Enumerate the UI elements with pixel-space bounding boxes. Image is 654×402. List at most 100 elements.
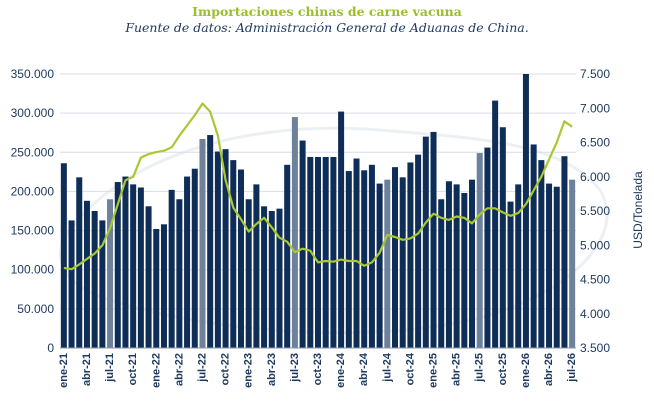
bar — [353, 158, 360, 348]
bar — [253, 184, 260, 348]
x-tick-label: ene-21 — [58, 353, 70, 388]
bar — [68, 220, 75, 348]
chart-title: Importaciones chinas de carne vacuna — [192, 4, 462, 19]
y2-tick-label: 7.500 — [580, 67, 610, 81]
bar — [60, 163, 67, 348]
bar — [314, 156, 322, 348]
bar — [83, 200, 90, 348]
y-axis-right-ticks: 3.500 4.000 4.500 5.000 5.500 6.000 6.500 7.000… — [580, 67, 610, 355]
y-tick-label: 250.000 — [11, 145, 55, 159]
y2-tick-label: 5.500 — [580, 204, 610, 218]
bar — [284, 164, 291, 348]
bar — [130, 184, 137, 348]
x-tick-label: jul-21 — [104, 353, 116, 383]
bar — [168, 189, 175, 348]
bar — [160, 224, 167, 348]
x-tick-label: abr-26 — [543, 353, 555, 386]
bar — [76, 177, 83, 348]
y2-tick-label: 6.500 — [580, 136, 610, 150]
bar — [368, 164, 375, 348]
y-tick-label: 100.000 — [11, 263, 55, 277]
bar — [107, 199, 114, 348]
bar — [445, 181, 452, 348]
y-tick-label: 0 — [47, 341, 54, 355]
bar — [299, 140, 306, 348]
bar — [569, 179, 576, 348]
bar — [230, 160, 237, 348]
y-tick-label: 200.000 — [11, 184, 55, 198]
bar — [392, 167, 399, 348]
bar — [453, 184, 460, 348]
x-tick-label: jul-25 — [474, 353, 486, 383]
bar — [561, 156, 568, 348]
y2-tick-label: 5.000 — [580, 238, 610, 252]
bar — [546, 183, 553, 348]
bar — [176, 199, 183, 348]
bar — [153, 229, 160, 348]
bar — [399, 177, 406, 348]
bar — [145, 206, 152, 348]
bar — [199, 138, 206, 348]
bar — [330, 156, 337, 348]
y-tick-label: 50.000 — [17, 302, 54, 316]
x-tick-label: abr-21 — [81, 353, 93, 386]
x-tick-label: jul-26 — [566, 353, 578, 383]
bar — [492, 100, 499, 348]
bar — [438, 199, 445, 348]
x-tick-label: abr-25 — [451, 353, 463, 386]
bar — [469, 179, 476, 348]
y2-tick-label: 3.500 — [580, 341, 610, 355]
bar — [376, 183, 383, 348]
x-tick-label: jul-23 — [289, 353, 301, 383]
bar — [476, 153, 483, 348]
y2-tick-label: 4.500 — [580, 273, 610, 287]
bar — [99, 220, 106, 348]
bar — [407, 162, 414, 348]
bar — [415, 154, 422, 348]
bar — [361, 170, 368, 348]
bar — [384, 179, 391, 348]
x-tick-label: ene-24 — [335, 352, 347, 388]
bar — [276, 208, 283, 348]
bar — [345, 171, 352, 348]
bar-series — [60, 74, 576, 348]
bar — [430, 131, 437, 348]
watermark-logo — [59, 126, 609, 335]
bar — [184, 176, 191, 348]
y-axis-left-ticks: 0 50.000 100.000 150.000 200.000 250.000 300.0… — [11, 67, 55, 355]
y2-axis-title: USD/Tonelada — [631, 171, 645, 249]
bar — [507, 201, 514, 348]
x-tick-label: oct-21 — [127, 353, 139, 385]
bar — [338, 111, 345, 348]
chart-subtitle: Fuente de datos: Administración General … — [125, 20, 529, 35]
x-tick-label: oct-23 — [312, 353, 324, 385]
bar — [122, 176, 129, 348]
x-tick-label: ene-23 — [243, 353, 255, 388]
y2-tick-label: 4.000 — [580, 307, 610, 321]
bar — [222, 149, 229, 348]
bar — [322, 156, 329, 348]
x-tick-label: abr-23 — [266, 353, 278, 386]
bar — [422, 136, 429, 348]
x-axis-ticks: ene-21 abr-21 jul-21 oct-21 ene-22 abr-22 jul-… — [58, 352, 578, 388]
x-tick-label: ene-25 — [428, 353, 440, 388]
x-tick-label: jul-24 — [381, 352, 393, 383]
bar — [553, 186, 560, 348]
x-tick-label: oct-24 — [404, 352, 416, 385]
bar — [461, 192, 468, 348]
x-tick-label: ene-22 — [150, 353, 162, 388]
x-tick-label: abr-22 — [173, 353, 185, 386]
x-tick-label: oct-22 — [220, 353, 232, 385]
bar — [291, 117, 298, 348]
bar — [261, 206, 268, 348]
y-tick-label: 150.000 — [11, 224, 55, 238]
x-tick-label: oct-25 — [497, 353, 509, 385]
bar — [114, 182, 121, 348]
x-tick-label: jul-22 — [196, 353, 208, 383]
y-tick-label: 300.000 — [11, 106, 55, 120]
bar — [91, 211, 98, 348]
bar — [137, 187, 144, 348]
bar — [245, 199, 252, 348]
bar — [237, 169, 244, 348]
